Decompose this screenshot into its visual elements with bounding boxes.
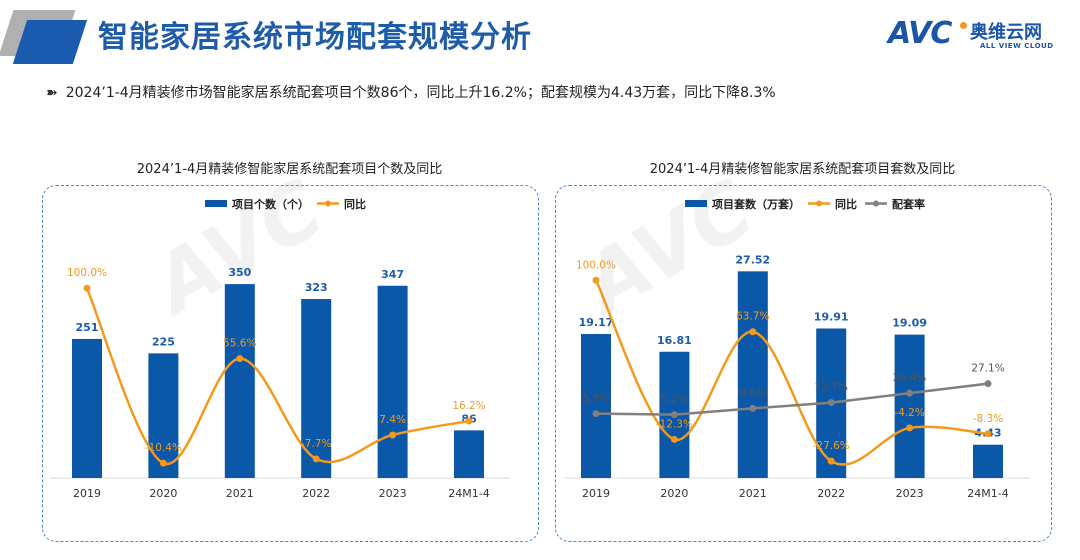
legend-marker: [325, 200, 331, 207]
line-marker: [465, 417, 473, 425]
x-tick-label: 2021: [226, 487, 254, 500]
summary: ➽ 2024’1-4月精装修市场智能家居系统配套项目个数86个，同比上升16.2%…: [46, 82, 776, 102]
legend-marker: [873, 200, 879, 207]
line-data-label: -12.3%: [656, 418, 693, 430]
series-line-yoy: [594, 279, 989, 466]
chart1-title: 2024’1-4月精装修智能家居系统配套项目个数及同比: [136, 162, 443, 177]
line-data-label: 100.0%: [67, 267, 107, 279]
bar-data-label: 225: [152, 335, 175, 348]
line-data-label: 16.2%: [452, 400, 485, 412]
line-marker: [592, 276, 600, 284]
line-marker: [159, 459, 167, 467]
line-marker: [592, 410, 600, 418]
bar: [894, 334, 925, 478]
line-data-label: -10.4%: [145, 442, 182, 454]
legend-label: 同比: [835, 197, 857, 211]
x-tick-label: 24M1-4: [448, 487, 489, 500]
x-tick-label: 2022: [302, 487, 330, 500]
line-data-label: -27.6%: [813, 440, 850, 452]
chart1-panel: [42, 185, 539, 542]
line-marker: [906, 389, 914, 397]
line-data-label: -4.2%: [894, 407, 924, 419]
line-marker: [670, 411, 678, 419]
bar-data-label: 347: [381, 268, 404, 281]
series-line-yoy: [85, 287, 470, 466]
line-marker: [670, 435, 678, 443]
line-data-label: 100.0%: [576, 259, 616, 271]
line-marker: [389, 431, 397, 439]
line-data-label: 20.4%: [893, 372, 926, 384]
line-marker: [827, 457, 835, 465]
bar-data-label: 19.17: [579, 316, 614, 329]
line-data-label: 5.9%: [583, 393, 610, 405]
bar-data-label: 350: [228, 266, 251, 279]
chart2-panel: [555, 185, 1052, 542]
line-marker: [827, 399, 835, 407]
legend-label: 配套率: [892, 197, 925, 211]
logo-mark: AVC: [888, 16, 952, 51]
line-marker: [83, 284, 91, 292]
bar-data-label: 323: [305, 281, 328, 294]
page-title: 智能家居系统市场配套规模分析: [98, 20, 532, 55]
bar: [301, 299, 332, 478]
series-line-rate: [595, 382, 989, 416]
line-data-label: -7.7%: [301, 438, 331, 450]
x-tick-label: 2020: [149, 487, 177, 500]
line-data-label: 27.1%: [971, 363, 1004, 375]
bar: [973, 444, 1003, 478]
line-data-label: 13.7%: [815, 382, 848, 394]
bar: [737, 271, 768, 478]
bar-data-label: 16.81: [657, 334, 692, 347]
legend-bar-swatch: [205, 200, 227, 207]
summary-text: 2024’1-4月精装修市场智能家居系统配套项目个数86个，同比上升16.2%；…: [65, 85, 776, 101]
bar: [224, 284, 255, 478]
line-marker: [984, 430, 992, 438]
line-marker: [749, 328, 757, 336]
bar: [581, 334, 611, 478]
x-tick-label: 2023: [379, 487, 407, 500]
bar-data-label: 19.09: [892, 317, 927, 330]
line-data-label: 5.2%: [661, 394, 688, 406]
line-data-label: 9.6%: [739, 387, 766, 399]
line-marker: [984, 380, 992, 388]
legend-marker: [816, 200, 822, 207]
line-data-label: 7.4%: [379, 414, 406, 426]
legend-label: 同比: [344, 197, 366, 211]
bar: [72, 338, 102, 478]
legend-label: 项目套数（万套）: [712, 197, 800, 211]
logo-dot-icon: [960, 22, 967, 29]
x-tick-label: 2019: [582, 487, 610, 500]
logo-cn: 奥维云网: [970, 22, 1042, 43]
x-tick-label: 24M1-4: [967, 487, 1008, 500]
line-marker: [236, 355, 244, 363]
bar: [148, 353, 179, 478]
bar: [454, 430, 484, 478]
arrow-bullet-icon: ➽: [46, 85, 58, 101]
logo-en: ALL VIEW CLOUD: [980, 42, 1054, 50]
x-tick-label: 2023: [896, 487, 924, 500]
bar: [377, 285, 408, 478]
line-data-label: -8.3%: [973, 413, 1003, 425]
x-tick-label: 2021: [739, 487, 767, 500]
line-marker: [906, 424, 914, 432]
x-tick-label: 2019: [73, 487, 101, 500]
avc-logo: AVC 奥维云网 ALL VIEW CLOUD: [888, 16, 1068, 56]
bar-data-label: 19.91: [814, 310, 849, 323]
x-tick-label: 2020: [660, 487, 688, 500]
bar-data-label: 27.52: [735, 253, 770, 266]
line-data-label: 63.7%: [736, 311, 769, 323]
x-tick-label: 2022: [817, 487, 845, 500]
chart2-title: 2024’1-4月精装修智能家居系统配套项目套数及同比: [649, 162, 956, 177]
legend-bar-swatch: [685, 200, 707, 207]
line-marker: [312, 455, 320, 463]
line-data-label: 55.6%: [223, 338, 256, 350]
line-marker: [749, 404, 757, 412]
bar-data-label: 251: [76, 321, 99, 334]
legend-label: 项目个数（个）: [232, 197, 309, 211]
